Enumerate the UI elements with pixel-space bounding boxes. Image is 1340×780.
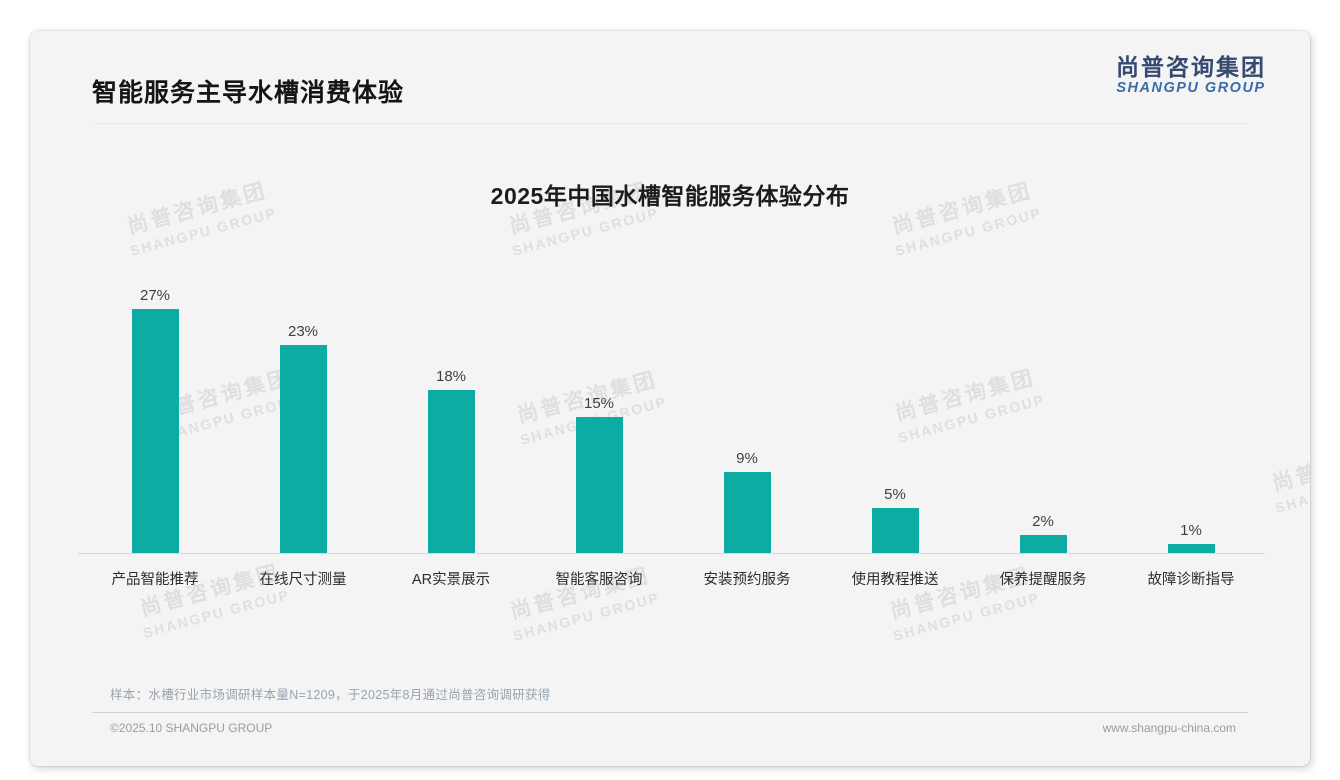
chart-title: 2025年中国水槽智能服务体验分布 — [490, 183, 850, 209]
bar-value-label: 18% — [435, 368, 467, 385]
header-divider — [92, 123, 1248, 124]
bar-value-label: 15% — [583, 395, 615, 412]
bar-value-label: 2% — [1032, 513, 1054, 530]
bar-value-label: 5% — [884, 486, 906, 503]
bar — [1019, 535, 1067, 553]
watermark-english-text: SHANGPU GROUP — [1273, 462, 1310, 517]
sample-note: 样本：水槽行业市场调研样本量N=1209，于2025年8月通过尚普咨询调研获得 — [110, 688, 551, 702]
bar-value-label: 9% — [736, 450, 758, 467]
watermark-english-text: SHANGPU GROUP — [141, 586, 292, 642]
bar — [575, 417, 623, 553]
footer-divider — [92, 712, 1248, 713]
watermark-english-text: SHANGPU GROUP — [896, 391, 1047, 447]
logo-chinese-name: 尚普咨询集团 — [1116, 54, 1266, 80]
watermark-english-text: SHANGPU GROUP — [891, 589, 1042, 645]
bar-value-label: 27% — [139, 287, 171, 304]
bar — [723, 472, 771, 553]
watermark-english-text: SHANGPU GROUP — [511, 589, 662, 645]
bar-category-label: 产品智能推荐 — [111, 572, 199, 588]
website-url: www.shangpu-china.com — [1102, 721, 1236, 735]
watermark-chinese-text: 尚普咨询集团 — [137, 561, 283, 621]
copyright-text: ©2025.10 SHANGPU GROUP — [110, 721, 273, 735]
x-axis-line — [78, 553, 1265, 554]
bar — [427, 390, 475, 553]
bar-category-label: 智能客服咨询 — [555, 572, 643, 588]
bar-category-label: 使用教程推送 — [851, 572, 939, 588]
bar-value-label: 23% — [287, 323, 319, 340]
logo-english-name: SHANGPU GROUP — [1116, 80, 1266, 97]
bar-category-label: 故障诊断指导 — [1147, 572, 1235, 588]
bar-category-label: AR实景展示 — [411, 572, 491, 588]
bar — [279, 345, 327, 553]
watermark-chinese-text: 尚普咨询集团 — [1269, 436, 1310, 496]
bar — [871, 508, 919, 553]
watermark-chinese-text: 尚普咨询集团 — [507, 564, 653, 624]
watermark-chinese-text: 尚普咨询集团 — [887, 564, 1033, 624]
bar — [1167, 544, 1215, 553]
bar-value-label: 1% — [1180, 522, 1202, 539]
bar-category-label: 保养提醒服务 — [999, 572, 1087, 588]
watermark-chinese-text: 尚普咨询集团 — [892, 366, 1038, 426]
bar-category-label: 在线尺寸测量 — [259, 572, 347, 588]
bar — [131, 309, 179, 553]
page-title: 智能服务主导水槽消费体验 — [92, 79, 405, 107]
slide-card: 尚普咨询集团 SHANGPU GROUP 尚普咨询集团 SHANGPU GROUP 尚普… — [30, 31, 1310, 766]
bar-category-label: 安装预约服务 — [703, 572, 791, 588]
company-logo: 尚普咨询集团 SHANGPU GROUP — [1116, 54, 1266, 97]
